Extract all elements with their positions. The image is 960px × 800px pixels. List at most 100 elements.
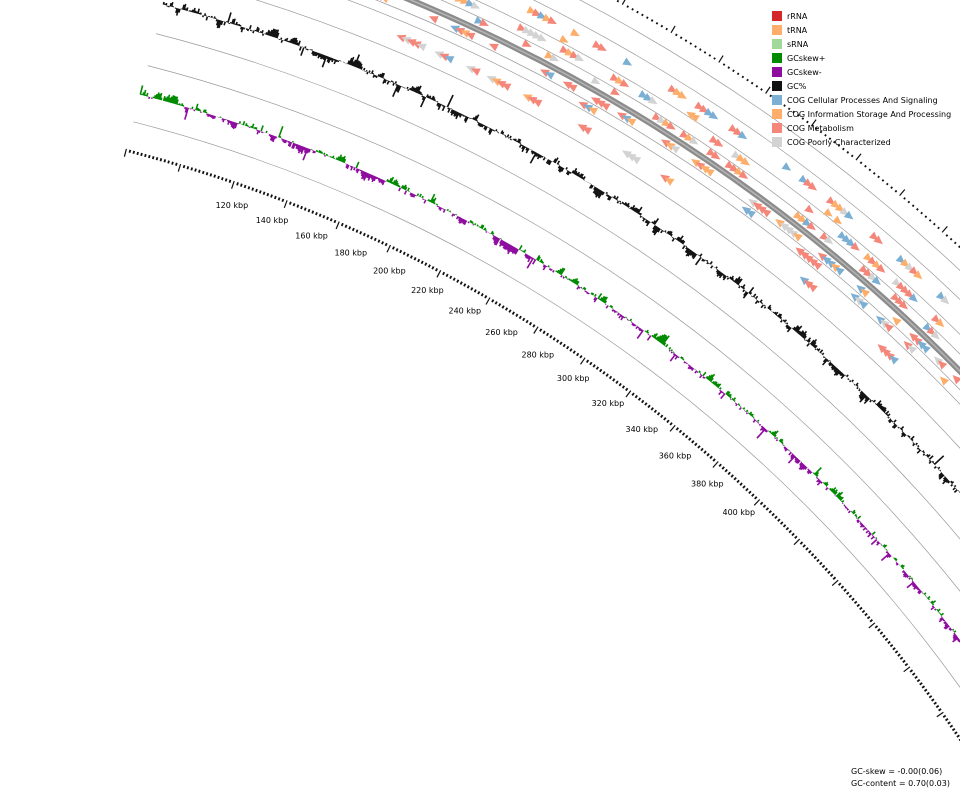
skew-bar: [731, 397, 734, 401]
gc-bar: [597, 190, 604, 199]
skew-bar: [238, 121, 242, 125]
gc-bar: [437, 103, 441, 108]
inner-tick: [559, 341, 563, 346]
inner-tick: [545, 332, 550, 337]
skew-bar: [737, 403, 740, 406]
inner-tick: [821, 564, 826, 569]
gc-bar: [642, 217, 646, 222]
skew-bar: [702, 376, 705, 379]
skew-bar: [250, 125, 253, 128]
skew-bar: [825, 487, 829, 491]
gc-bar: [257, 27, 260, 33]
gc-bar: [411, 87, 415, 92]
track-rings: [133, 0, 960, 688]
gc-bar: [381, 72, 386, 79]
skew-bar: [944, 622, 948, 625]
skew-bar: [360, 171, 366, 180]
inner-tick: [774, 515, 778, 520]
inner-tick: [709, 455, 713, 460]
inner-tick: [307, 208, 311, 213]
gc-bar: [722, 273, 725, 277]
skew-bar: [911, 580, 914, 583]
skew-bar: [146, 92, 149, 97]
skew-bar: [422, 198, 425, 201]
gc-bar: [792, 326, 796, 331]
feature-arrow: [871, 276, 881, 285]
skew-bar: [745, 409, 749, 413]
inner-tick: [552, 337, 556, 341]
gc-bar: [169, 2, 172, 7]
gc-bar: [294, 39, 299, 45]
skew-bar: [341, 155, 346, 163]
skew-bar: [284, 139, 288, 144]
skew-bar: [738, 404, 741, 407]
gc-bar: [455, 112, 460, 120]
inner-tick: [580, 357, 586, 365]
skew-bar: [677, 356, 680, 359]
gc-bar: [450, 109, 454, 114]
inner-tick: [381, 241, 385, 245]
inner-tick: [612, 378, 616, 382]
skew-bar: [865, 530, 870, 534]
skew-bar: [937, 611, 940, 613]
inner-tick: [399, 249, 403, 254]
feature-arrow: [582, 126, 593, 135]
inner-tick: [424, 262, 428, 266]
skew-bar: [940, 612, 944, 617]
feature-arrow: [532, 99, 543, 108]
skew-bar: [590, 292, 594, 295]
gc-bar: [317, 53, 321, 59]
scale-label: 360 kbp: [659, 452, 692, 461]
inner-tick: [466, 285, 470, 289]
gc-bar: [726, 277, 730, 280]
gc-bar: [710, 265, 714, 269]
gc-bar: [676, 236, 680, 241]
feature-arrow: [450, 25, 461, 34]
feature-arrow: [713, 138, 724, 147]
scale-label: 220 kbp: [411, 286, 444, 295]
gc-bar: [635, 208, 640, 214]
gc-bar: [681, 240, 686, 245]
gc-bar: [205, 16, 209, 21]
inner-tick: [288, 201, 292, 205]
gc-bar: [397, 85, 402, 93]
skew-bar: [882, 544, 886, 548]
gc-bar: [242, 27, 246, 30]
inner-tick: [938, 708, 942, 712]
skew-bar: [859, 522, 862, 525]
skew-bar: [699, 373, 702, 376]
skew-bar: [616, 312, 620, 316]
gc-bar: [548, 160, 552, 166]
gc-bar: [657, 228, 661, 233]
feature-arrow: [664, 177, 675, 186]
gc-bar: [822, 357, 828, 363]
gc-bar: [476, 121, 479, 124]
inner-tick: [326, 216, 329, 221]
inner-tick: [916, 678, 921, 683]
gc-bar: [763, 306, 767, 309]
inner-tick: [273, 195, 277, 200]
skew-bar: [379, 178, 383, 183]
inner-tick: [832, 576, 837, 580]
gc-content-stat: GC-content = 0.70(0.03): [851, 779, 950, 788]
skew-bar: [457, 216, 461, 219]
skew-bar: [363, 172, 369, 181]
skew-bar: [851, 509, 856, 514]
skew-bar: [457, 217, 462, 222]
skew-bar: [300, 146, 305, 155]
gc-bar: [858, 388, 861, 392]
outer-tick: [833, 140, 836, 144]
inner-tick: [329, 218, 333, 222]
gc-bar: [319, 53, 322, 58]
gc-bar: [321, 55, 328, 68]
inner-tick: [224, 178, 228, 182]
skew-bar: [377, 177, 380, 180]
skew-bar: [184, 107, 188, 113]
skew-bar: [734, 402, 737, 405]
gc-bar: [512, 138, 516, 141]
skew-bar: [687, 364, 691, 367]
skew-bar: [513, 248, 518, 254]
skew-bar: [526, 257, 534, 269]
skew-bar: [258, 130, 261, 133]
skew-bar: [638, 328, 642, 332]
